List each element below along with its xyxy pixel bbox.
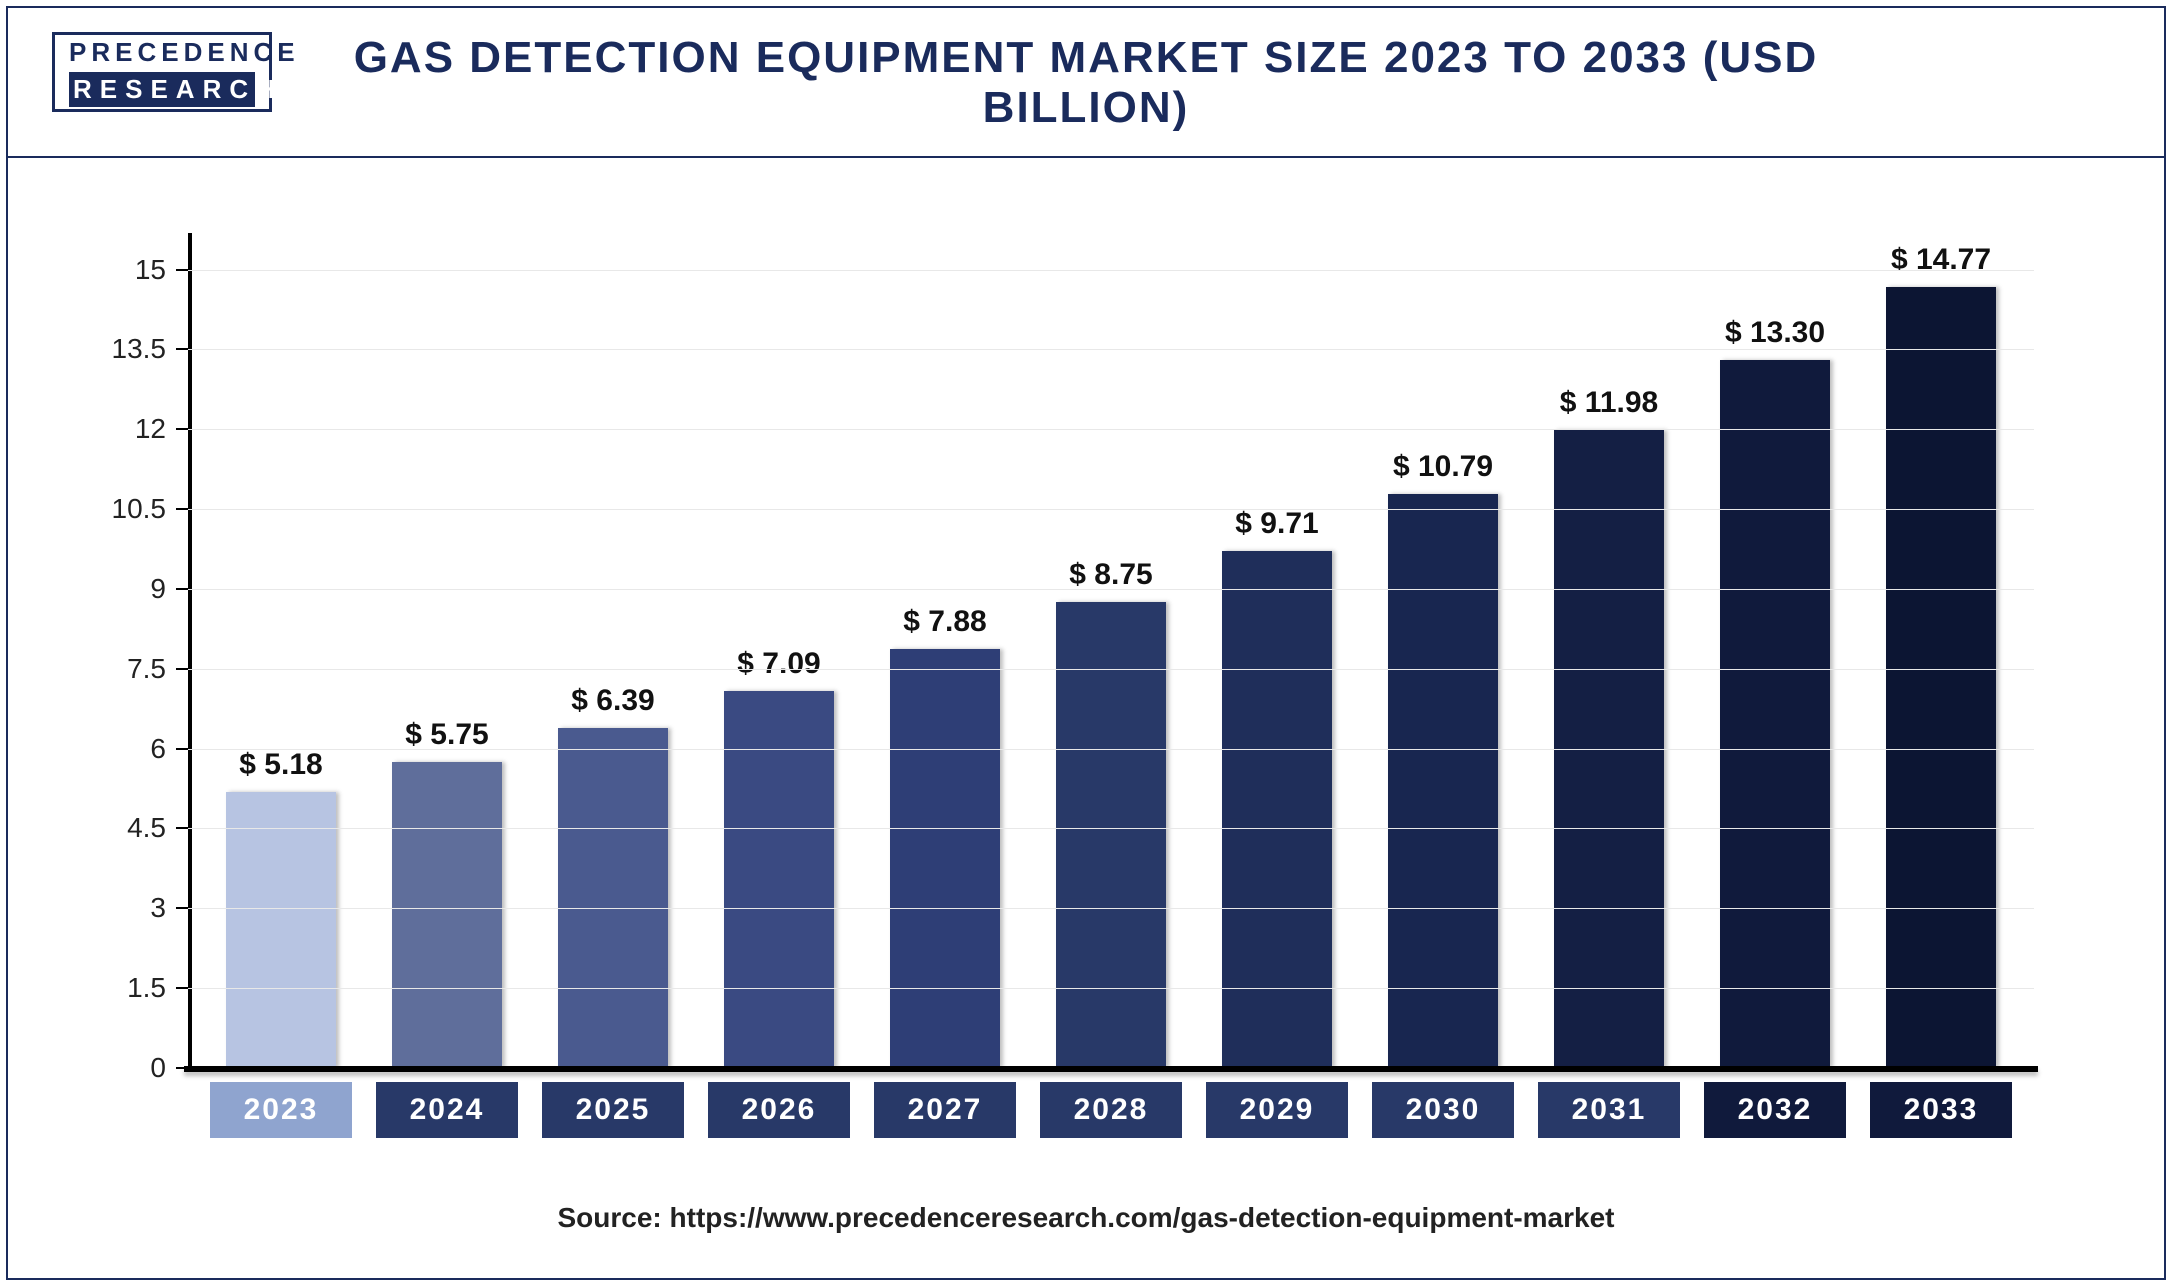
gridline — [188, 509, 2034, 510]
y-tick-label: 13.5 — [112, 333, 167, 365]
gridline — [188, 270, 2034, 271]
y-tick-label: 3 — [150, 892, 166, 924]
bar-value-label: $ 7.09 — [737, 647, 820, 681]
bar-value-label: $ 8.75 — [1069, 558, 1152, 592]
bar-value-label: $ 10.79 — [1393, 450, 1493, 484]
y-tick-label: 9 — [150, 573, 166, 605]
y-tick-label: 1.5 — [127, 972, 166, 1004]
y-tick-mark — [176, 428, 188, 430]
bar-value-label: $ 14.77 — [1891, 243, 1991, 277]
bar — [1720, 360, 1831, 1068]
gridline — [188, 908, 2034, 909]
bar-slot: $ 13.30 — [1692, 243, 1858, 1068]
bar-slot: $ 7.88 — [862, 243, 1028, 1068]
x-axis-label: 2030 — [1372, 1082, 1514, 1138]
x-axis-label: 2023 — [210, 1082, 352, 1138]
source-citation: Source: https://www.precedenceresearch.c… — [8, 1202, 2164, 1234]
bar — [1222, 551, 1333, 1068]
bar-value-label: $ 7.88 — [903, 605, 986, 639]
x-axis-label: 2032 — [1704, 1082, 1846, 1138]
y-tick-label: 4.5 — [127, 812, 166, 844]
y-tick-mark — [176, 907, 188, 909]
bar-slot: $ 11.98 — [1526, 243, 1692, 1068]
chart-frame: PRECEDENCE RESEARCH GAS DETECTION EQUIPM… — [6, 6, 2166, 1280]
bar-value-label: $ 6.39 — [571, 684, 654, 718]
y-tick-label: 10.5 — [112, 493, 167, 525]
gridline — [188, 749, 2034, 750]
x-axis-label: 2029 — [1206, 1082, 1348, 1138]
bar-value-label: $ 9.71 — [1235, 507, 1318, 541]
y-tick-mark — [176, 668, 188, 670]
x-axis-label: 2028 — [1040, 1082, 1182, 1138]
gridline — [188, 429, 2034, 430]
bar-slot: $ 6.39 — [530, 243, 696, 1068]
bar — [890, 649, 1001, 1068]
y-tick-label: 0 — [150, 1052, 166, 1084]
y-tick-label: 15 — [135, 254, 166, 286]
gridline — [188, 988, 2034, 989]
x-axis-label: 2033 — [1870, 1082, 2012, 1138]
y-tick-label: 6 — [150, 733, 166, 765]
y-tick-mark — [176, 508, 188, 510]
y-tick-mark — [176, 269, 188, 271]
x-axis-label: 2027 — [874, 1082, 1016, 1138]
y-tick-mark — [176, 748, 188, 750]
x-axis — [184, 1066, 2038, 1072]
bar-slot: $ 8.75 — [1028, 243, 1194, 1068]
bar — [724, 691, 835, 1068]
bar-value-label: $ 11.98 — [1560, 386, 1658, 420]
y-tick-label: 12 — [135, 413, 166, 445]
y-tick-mark — [176, 987, 188, 989]
bar — [392, 762, 503, 1068]
bar-slot: $ 5.18 — [198, 243, 364, 1068]
gridline — [188, 589, 2034, 590]
gridline — [188, 828, 2034, 829]
y-tick-mark — [176, 588, 188, 590]
bars-container: $ 5.18 $ 5.75 $ 6.39 $ 7.09 $ 7.88 $ 8.75 $ 9.… — [188, 243, 2034, 1068]
bar-slot: $ 14.77 — [1858, 243, 2024, 1068]
chart-title: GAS DETECTION EQUIPMENT MARKET SIZE 2023… — [8, 8, 2164, 158]
bar-value-label: $ 5.18 — [239, 748, 322, 782]
gridline — [188, 669, 2034, 670]
y-tick-mark — [176, 827, 188, 829]
x-labels-container: 2023 2024 2025 2026 2027 2028 2029 2030 2031 2032… — [188, 1082, 2034, 1138]
x-axis-label: 2031 — [1538, 1082, 1680, 1138]
bar — [1056, 602, 1167, 1068]
y-tick-label: 7.5 — [127, 653, 166, 685]
bar — [1886, 287, 1997, 1068]
x-axis-label: 2026 — [708, 1082, 850, 1138]
bar-slot: $ 7.09 — [696, 243, 862, 1068]
bar — [226, 792, 337, 1068]
bar — [1388, 494, 1499, 1068]
bar — [558, 728, 669, 1068]
bar-slot: $ 9.71 — [1194, 243, 1360, 1068]
header: PRECEDENCE RESEARCH GAS DETECTION EQUIPM… — [8, 8, 2164, 158]
bar-slot: $ 10.79 — [1360, 243, 1526, 1068]
x-axis-label: 2024 — [376, 1082, 518, 1138]
y-tick-mark — [176, 1067, 188, 1069]
gridline — [188, 349, 2034, 350]
x-axis-label: 2025 — [542, 1082, 684, 1138]
y-tick-mark — [176, 348, 188, 350]
bar-value-label: $ 13.30 — [1725, 316, 1825, 350]
bar-slot: $ 5.75 — [364, 243, 530, 1068]
bar-value-label: $ 5.75 — [405, 718, 488, 752]
plot-area: $ 5.18 $ 5.75 $ 6.39 $ 7.09 $ 7.88 $ 8.75 $ 9.… — [188, 243, 2034, 1068]
